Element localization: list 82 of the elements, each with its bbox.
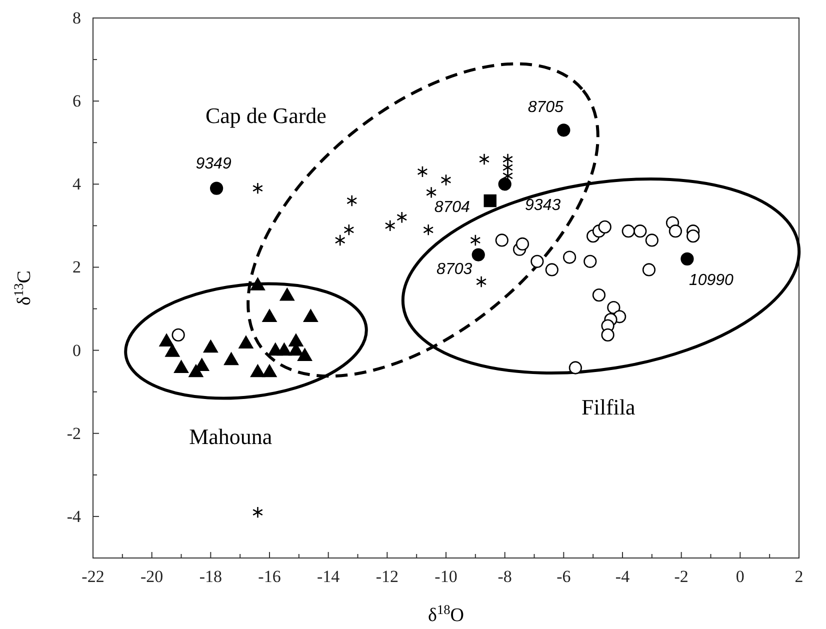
point xyxy=(642,263,656,276)
point xyxy=(344,224,354,236)
x-tick-label: -14 xyxy=(316,567,340,586)
point xyxy=(592,288,606,302)
point xyxy=(210,182,224,195)
y-tick-label: 2 xyxy=(72,258,81,277)
point xyxy=(530,254,544,268)
x-tick-label: -20 xyxy=(140,567,164,586)
x-tick-label: -4 xyxy=(615,567,630,586)
point xyxy=(276,342,292,356)
x-tick-label: -12 xyxy=(376,567,399,586)
point xyxy=(298,348,312,361)
point xyxy=(280,288,294,301)
y-tick-label: 4 xyxy=(72,174,82,194)
x-tick-label: 0 xyxy=(736,567,744,586)
point xyxy=(250,278,265,290)
point xyxy=(188,364,204,378)
y-tick-label: -2 xyxy=(66,424,81,443)
point xyxy=(252,182,264,194)
point xyxy=(203,340,218,353)
x-tick-label: -8 xyxy=(498,567,512,586)
point xyxy=(607,300,620,314)
annotation: 9343 xyxy=(525,197,561,214)
annotation: Mahouna xyxy=(189,424,272,450)
point xyxy=(238,336,254,349)
point xyxy=(557,124,570,137)
point xyxy=(470,234,481,246)
y-tick-label: 8 xyxy=(72,8,81,28)
point xyxy=(484,194,496,208)
point xyxy=(476,276,487,288)
point xyxy=(396,211,408,224)
point xyxy=(174,360,188,374)
point xyxy=(545,263,558,276)
point xyxy=(262,309,277,322)
point xyxy=(384,220,396,232)
point xyxy=(680,252,694,266)
point xyxy=(472,248,485,262)
x-tick-label: -18 xyxy=(199,567,222,586)
x-tick-label: -6 xyxy=(556,567,571,586)
y-tick-label: 0 xyxy=(72,340,81,360)
point xyxy=(250,364,265,378)
point xyxy=(346,194,358,207)
annotation: 8704 xyxy=(434,198,470,216)
x-axis-title: δ$^{18}$O xyxy=(428,602,464,626)
point xyxy=(622,224,635,238)
annotation: 10990 xyxy=(688,272,734,290)
point xyxy=(262,364,277,378)
annotation: 8703 xyxy=(436,260,472,278)
y-tick-label: -4 xyxy=(66,506,82,526)
x-tick-label: -22 xyxy=(82,567,104,586)
point xyxy=(562,250,576,264)
point xyxy=(440,174,452,186)
annotation: Cap de Garde xyxy=(205,102,326,128)
point xyxy=(334,234,346,246)
point xyxy=(224,352,238,366)
point xyxy=(645,234,658,247)
point xyxy=(598,220,612,234)
point xyxy=(634,224,647,238)
point xyxy=(686,230,700,243)
point xyxy=(423,224,434,236)
x-tick-label: -16 xyxy=(258,567,281,586)
point xyxy=(516,237,530,251)
annotation: Filfila xyxy=(581,394,636,420)
x-tick-label: 2 xyxy=(794,567,804,586)
point xyxy=(159,334,174,346)
point xyxy=(584,254,597,268)
point xyxy=(165,344,180,357)
x-tick-label: -10 xyxy=(434,567,458,586)
annotation: 8705 xyxy=(528,99,564,116)
point xyxy=(303,309,318,322)
point xyxy=(502,153,514,166)
point xyxy=(668,224,682,238)
point xyxy=(478,153,490,166)
point xyxy=(172,328,185,342)
point xyxy=(417,166,428,178)
point xyxy=(601,328,614,342)
x-tick-label: -2 xyxy=(674,567,688,586)
point xyxy=(498,178,512,191)
point xyxy=(426,186,437,198)
annotation: 9349 xyxy=(196,156,232,173)
point xyxy=(495,234,508,247)
y-tick-label: 6 xyxy=(72,92,81,111)
